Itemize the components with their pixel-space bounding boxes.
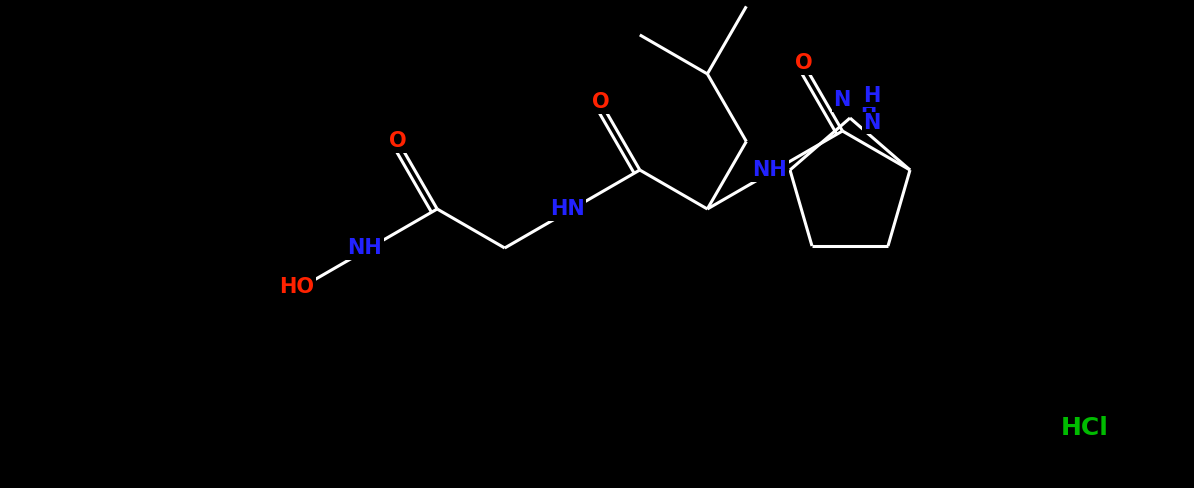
Text: H: H — [863, 86, 881, 106]
Text: HCl: HCl — [1061, 416, 1109, 440]
Text: HN: HN — [550, 199, 585, 219]
Text: HO: HO — [279, 277, 314, 297]
Text: O: O — [592, 92, 610, 112]
Text: H: H — [860, 99, 876, 118]
Text: O: O — [389, 131, 407, 151]
Text: NH: NH — [752, 160, 787, 180]
Text: N: N — [863, 113, 881, 133]
Text: N: N — [833, 90, 850, 110]
Text: O: O — [795, 54, 812, 74]
Text: NH: NH — [347, 238, 382, 258]
